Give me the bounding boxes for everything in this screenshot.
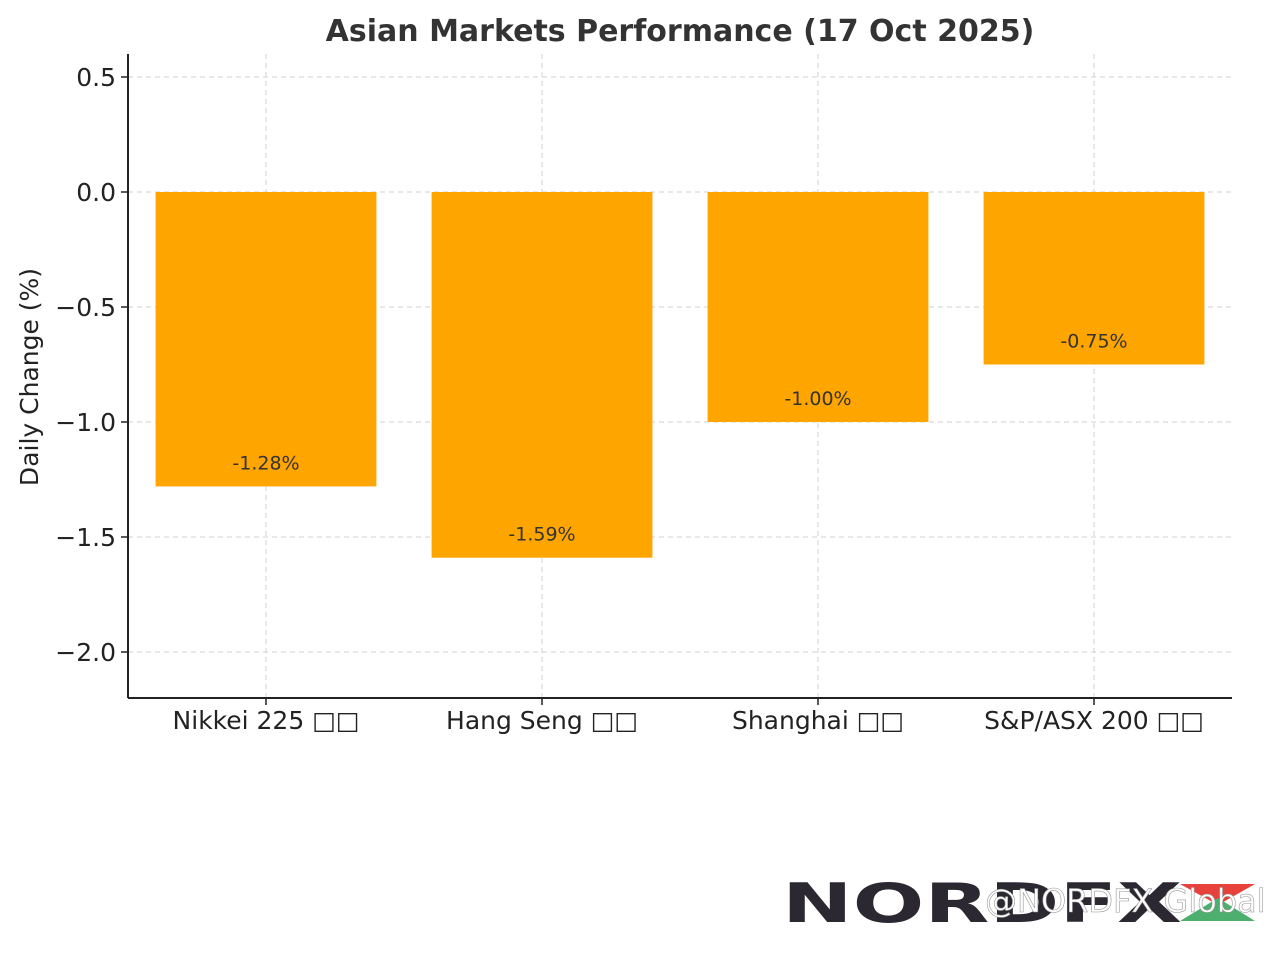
data-label: -1.28% xyxy=(232,452,299,474)
y-tick-label: 0.5 xyxy=(76,63,116,92)
x-tick-label: Nikkei 225 □□ xyxy=(173,706,360,735)
logo-chevron-red xyxy=(1180,884,1255,905)
data-label: -1.59% xyxy=(508,524,575,546)
axes: 0.5 0.0 −0.5 −1.0 −1.5 −2.0 Nikkei 225 □□ Hang … xyxy=(55,54,1232,735)
bar xyxy=(983,192,1205,365)
bars: -1.28% -1.59% -1.00% -0.75% xyxy=(155,192,1205,558)
y-axis-label: Daily Change (%) xyxy=(15,268,44,486)
bar xyxy=(707,192,929,422)
logo-chevron-green xyxy=(1180,898,1255,921)
data-label: -1.00% xyxy=(784,388,851,410)
y-tick-label: −1.0 xyxy=(55,408,116,437)
x-tick-label: S&P/ASX 200 □□ xyxy=(984,706,1204,735)
nordfx-logo: NORDFX @NORDFX Global xyxy=(782,872,1266,935)
y-tick-label: 0.0 xyxy=(76,178,116,207)
y-tick-label: −1.5 xyxy=(55,523,116,552)
bar xyxy=(155,192,377,487)
y-tick-label: −0.5 xyxy=(55,293,116,322)
x-tick-label: Shanghai □□ xyxy=(732,706,904,735)
watermark-handle: @NORDFX Global xyxy=(985,882,1266,920)
y-tick-label: −2.0 xyxy=(55,638,116,667)
bar xyxy=(431,192,653,558)
chart-title: Asian Markets Performance (17 Oct 2025) xyxy=(326,14,1035,49)
nordfx-logo-wordmark: NORDFX xyxy=(782,872,1182,935)
data-label: -0.75% xyxy=(1060,331,1127,353)
x-tick-label: Hang Seng □□ xyxy=(446,706,638,735)
